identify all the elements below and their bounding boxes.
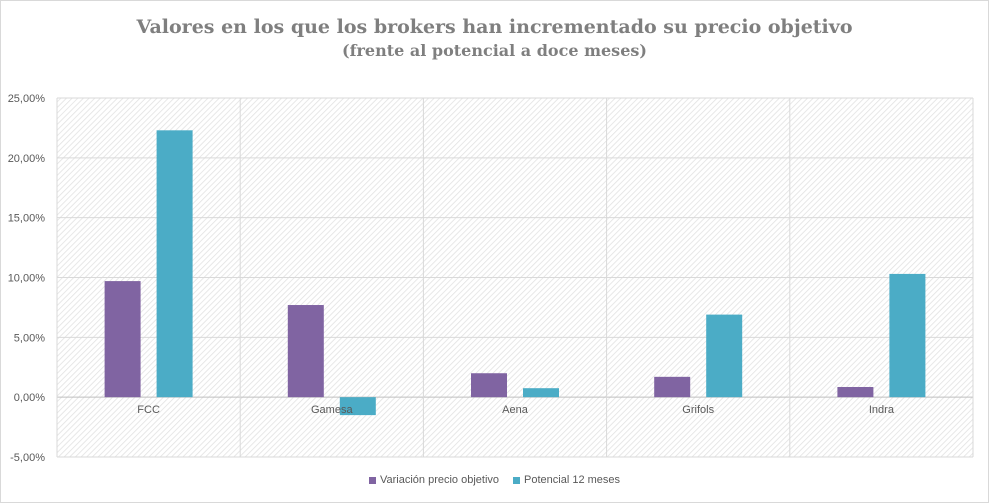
bar-potencial-grifols (706, 314, 743, 398)
y-tick-label: 0,00% (14, 392, 45, 404)
bar-variacion-fcc (104, 281, 141, 398)
legend: Variación precio objetivo Potencial 12 m… (0, 474, 989, 486)
legend-item-potencial: Potencial 12 meses (513, 474, 620, 486)
chart-subtitle: (frente al potencial a doce meses) (342, 41, 647, 60)
y-tick-label: 5,00% (14, 332, 45, 344)
x-tick-label: Gamesa (311, 404, 353, 416)
legend-item-variacion: Variación precio objetivo (368, 474, 500, 486)
x-tick-label: Grifols (682, 404, 714, 416)
legend-label-potencial: Potencial 12 meses (524, 474, 621, 486)
bar-variacion-aena (471, 373, 507, 398)
x-tick-label: Aena (502, 404, 529, 416)
bar-potencial-indra (889, 273, 926, 398)
x-tick-label: FCC (137, 404, 160, 416)
legend-swatch-variacion (368, 476, 376, 484)
legend-label-variacion: Variación precio objetivo (379, 474, 500, 486)
legend-swatch-potencial (513, 476, 521, 484)
bar-potencial-gamesa (339, 397, 376, 416)
bar-potencial-fcc (156, 130, 193, 398)
y-tick-label: -5,00% (10, 452, 45, 464)
y-tick-label: 25,00% (8, 93, 46, 105)
bar-variacion-grifols (654, 376, 691, 398)
y-tick-label: 15,00% (8, 213, 46, 225)
x-tick-label: Indra (869, 404, 895, 416)
y-tick-label: 20,00% (8, 153, 46, 165)
y-tick-label: 10,00% (8, 273, 46, 285)
chart-title: Valores en los que los brokers han incre… (136, 16, 853, 38)
bar-variacion-indra (837, 386, 874, 398)
bar-potencial-aena (523, 388, 559, 398)
bar-variacion-gamesa (287, 305, 324, 398)
